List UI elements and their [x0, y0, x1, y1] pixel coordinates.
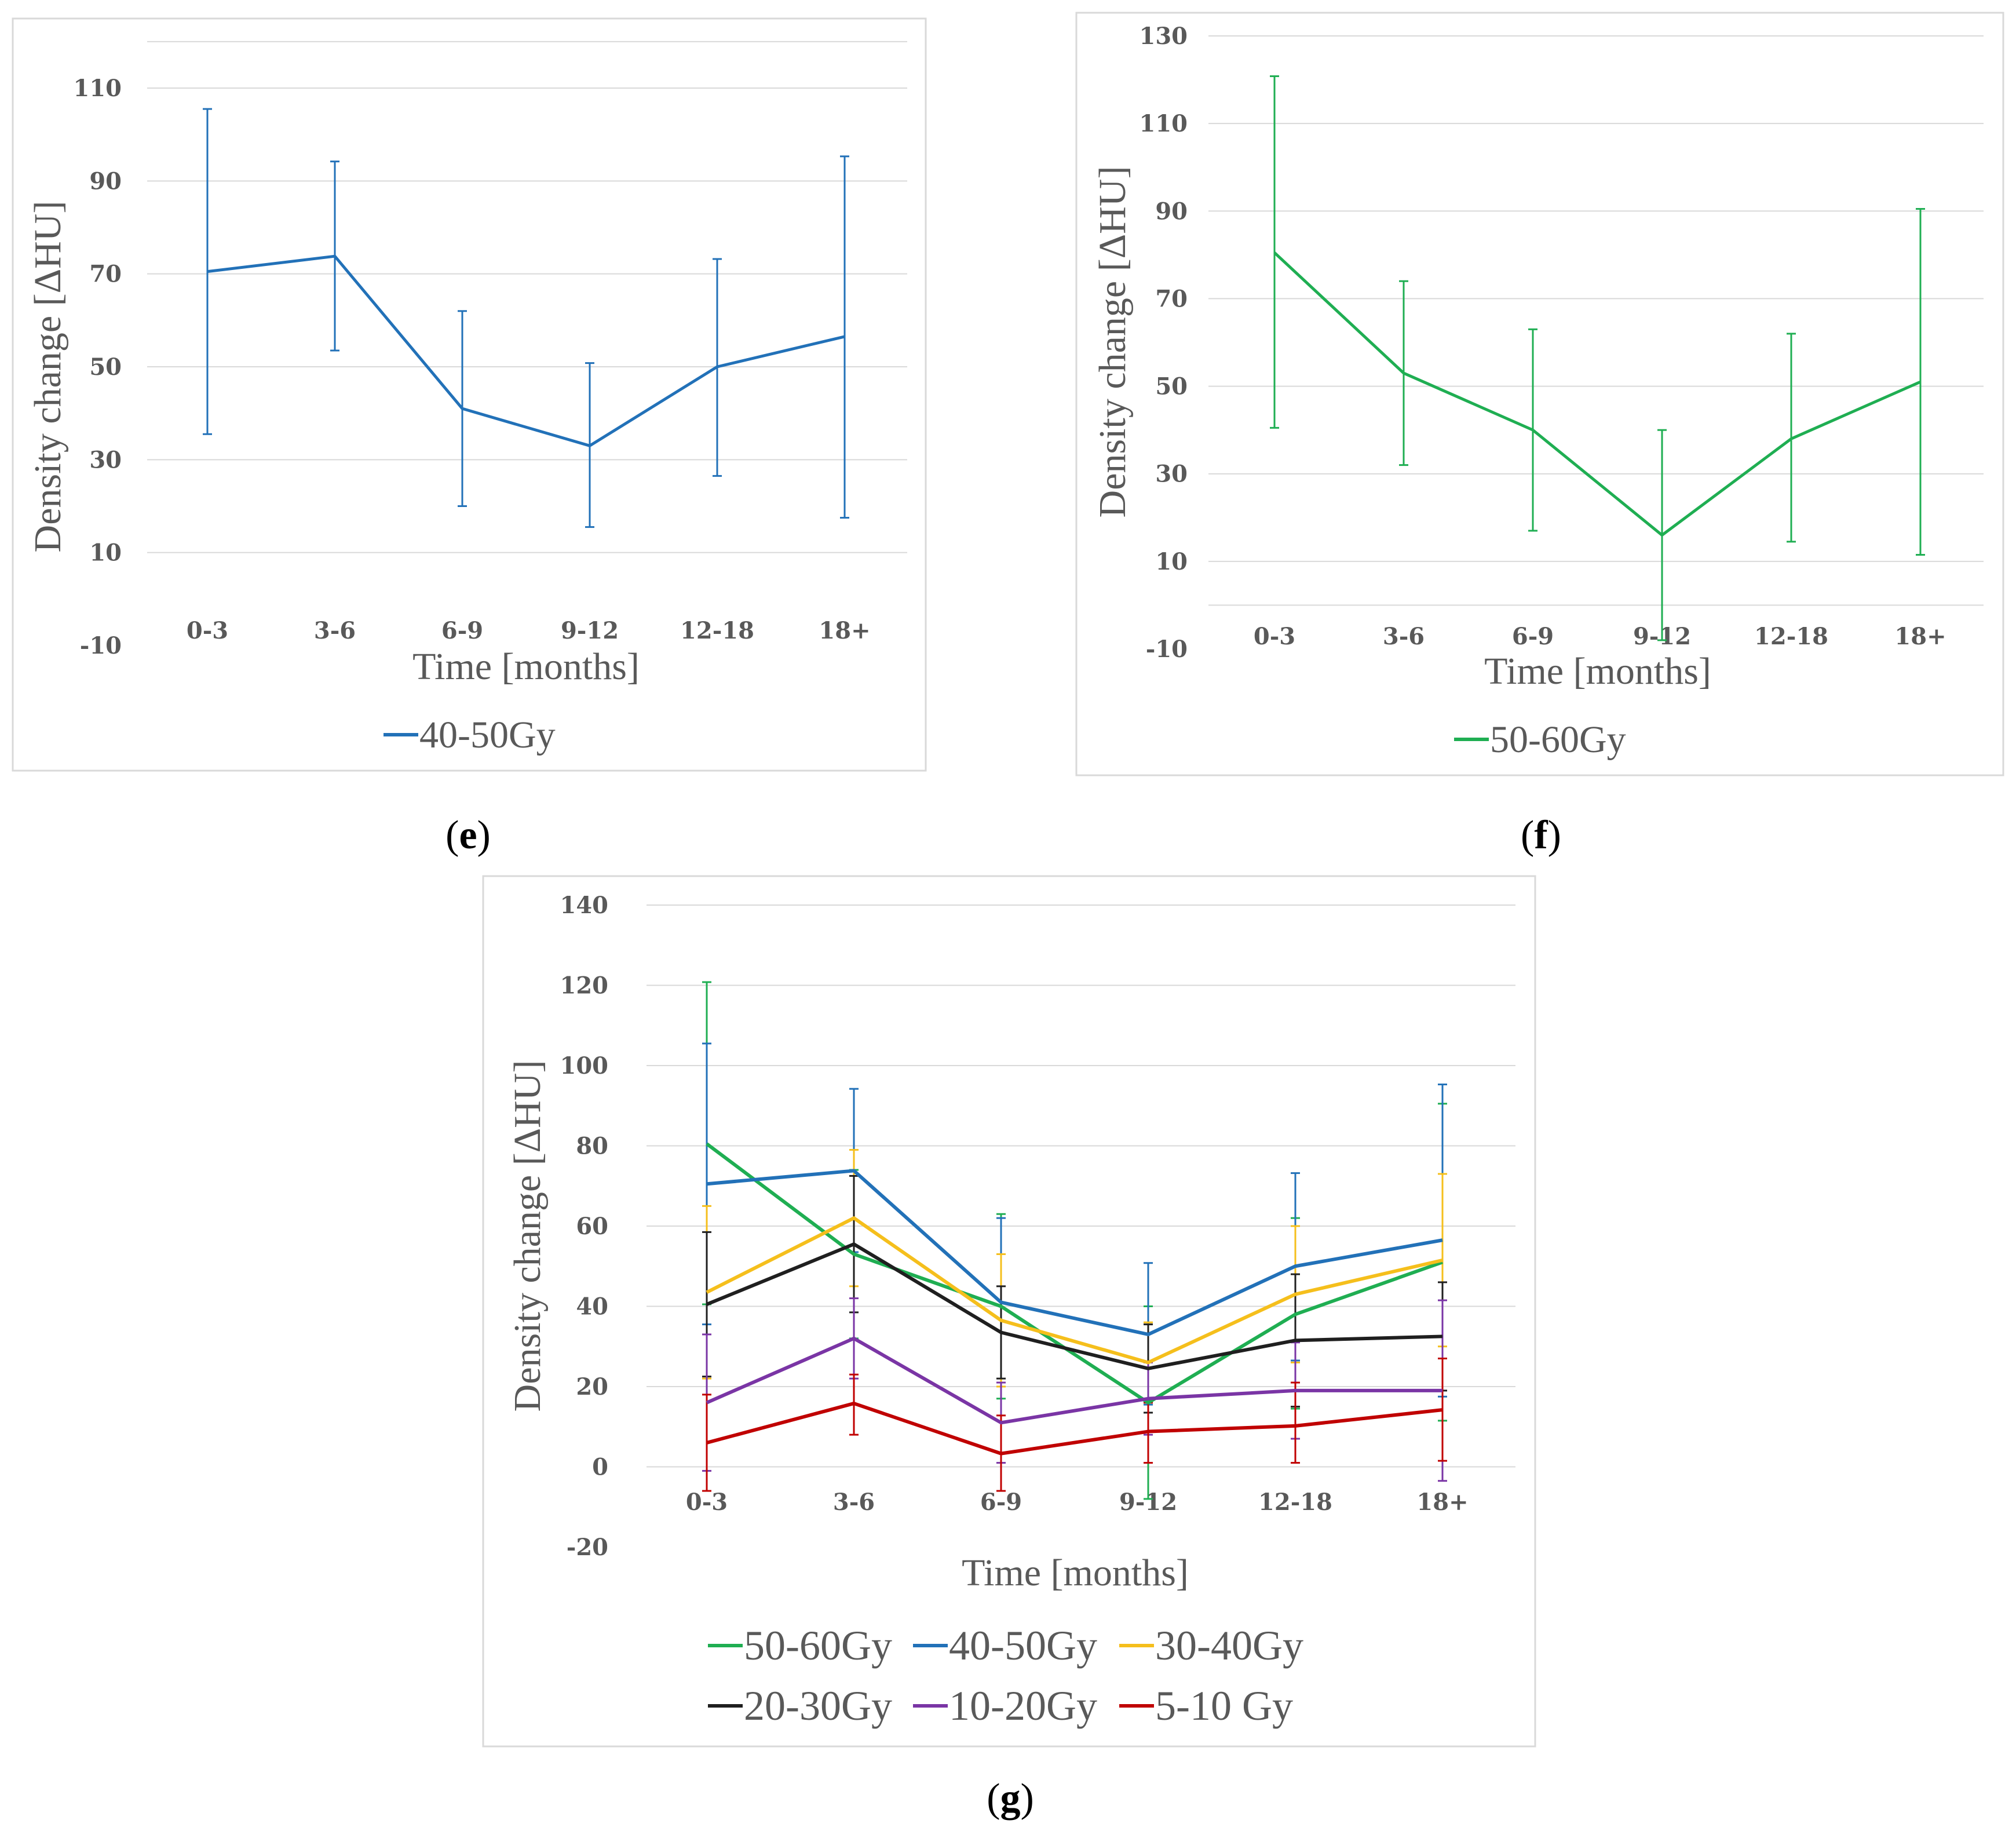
legend-e: 40-50Gy [384, 714, 556, 756]
x-tick-label-e-4: 12-18 [680, 617, 754, 644]
series-line-g-40-50gy [706, 1169, 1443, 1336]
y-tick-label-g-140: 140 [560, 892, 609, 919]
y-tick-label-g-80: 80 [576, 1133, 608, 1160]
x-tick-labels-e: 0-3 3-6 6-9 9-12 12-18 18+ [187, 617, 871, 644]
x-tick-label-f-2: 6-9 [1512, 623, 1554, 650]
legend-label-g-30-40gy: 30-40Gy [1155, 1622, 1303, 1669]
y-tick-label-e-30: 30 [89, 446, 122, 473]
x-tick-labels-f: 0-3 3-6 6-9 9-12 12-18 18+ [1254, 623, 1946, 650]
y-tick-label-f-70: 70 [1155, 285, 1188, 312]
y-axis-title-f: Density change [ΔHU] [1091, 166, 1134, 518]
y-tick-labels-e: 110 90 70 50 30 10 -10 [74, 75, 122, 659]
series-lines-f [1273, 251, 1922, 537]
x-axis-title-e: Time [months] [412, 645, 640, 688]
y-tick-label-f-10: 10 [1155, 548, 1188, 575]
x-tick-label-g-4: 12-18 [1258, 1489, 1332, 1516]
legend-f: 50-60Gy [1454, 718, 1626, 761]
y-tick-label-f-50: 50 [1155, 373, 1188, 400]
y-tick-labels-g: 140 120 100 80 60 40 20 0 -20 [560, 892, 609, 1561]
series-lines-e [207, 254, 845, 447]
x-tick-label-e-3: 9-12 [561, 617, 619, 644]
legend-label-g-10-20gy: 10-20Gy [949, 1683, 1097, 1729]
legend-label-g-5-10gy: 5-10 Gy [1155, 1683, 1293, 1729]
y-tick-label-f-30: 30 [1155, 461, 1188, 488]
x-tick-label-f-1: 3-6 [1383, 623, 1425, 650]
series-line-g-10-20gy [706, 1336, 1442, 1425]
chart-frame-e [12, 17, 927, 772]
y-tick-label-e-70: 70 [89, 261, 122, 288]
legend-label-f-50-60gy: 50-60Gy [1490, 718, 1626, 761]
legend-label-g-40-50gy: 40-50Gy [949, 1622, 1097, 1669]
x-axis-title-g: Time [months] [962, 1552, 1189, 1594]
series-line-g-20-30gy [706, 1242, 1443, 1370]
x-tick-label-g-2: 6-9 [980, 1489, 1022, 1516]
legend-label-e-40-50gy: 40-50Gy [419, 714, 556, 756]
gridlines-g [647, 904, 1515, 1468]
y-tick-label-f-110: 110 [1140, 110, 1188, 137]
x-tick-label-f-4: 12-18 [1754, 623, 1828, 650]
x-tick-label-f-0: 0-3 [1254, 623, 1295, 650]
y-tick-label-g-40: 40 [576, 1293, 608, 1321]
x-tick-labels-g: 0-3 3-6 6-9 9-12 12-18 18+ [686, 1489, 1469, 1516]
y-tick-label-e-90: 90 [89, 167, 122, 195]
y-tick-label-f-130: 130 [1140, 23, 1188, 50]
x-tick-label-e-1: 3-6 [314, 617, 356, 644]
y-tick-label-e-110: 110 [74, 75, 122, 102]
y-tick-label-g-0: 0 [592, 1454, 608, 1481]
series-line-g-5-10gy [706, 1402, 1443, 1456]
x-tick-label-g-0: 0-3 [686, 1489, 728, 1516]
series-line-g-30-40gy [706, 1216, 1443, 1365]
y-tick-label-g-60: 60 [576, 1213, 608, 1240]
x-tick-label-g-5: 18+ [1416, 1489, 1468, 1516]
gridlines-f [1208, 35, 1984, 606]
legend-label-g-50-60gy: 50-60Gy [744, 1622, 892, 1669]
error-bar-g-s5-p4 [1291, 1381, 1300, 1464]
y-tick-labels-f: 130 110 90 70 50 30 10 -10 [1140, 23, 1188, 663]
y-tick-label-e-50: 50 [89, 353, 122, 381]
y-tick-label-g-120: 120 [560, 972, 609, 1000]
x-tick-label-e-0: 0-3 [187, 617, 228, 644]
panel-label-f: (f) [1521, 813, 1561, 858]
y-tick-label-g-20: 20 [576, 1373, 608, 1400]
series-line-g-50-60gy [706, 1142, 1444, 1405]
legend-g: 50-60Gy 40-50Gy 30-40Gy 20-30Gy 10-20Gy … [708, 1622, 1303, 1729]
legend-label-g-20-30gy: 20-30Gy [744, 1683, 892, 1729]
chart-frame-f [1075, 12, 2004, 776]
y-tick-label-e-10: 10 [89, 539, 122, 567]
x-tick-label-e-5: 18+ [819, 617, 870, 644]
panel-label-g: (g) [987, 1776, 1034, 1821]
series-line-f-50-60gy [1273, 251, 1922, 537]
y-tick-label-g-100: 100 [560, 1052, 609, 1079]
x-tick-label-e-2: 6-9 [441, 617, 483, 644]
y-axis-title-e: Density change [ΔHU] [27, 201, 69, 553]
y-tick-label-e--10: -10 [80, 632, 122, 659]
series-line-e-40-50gy [207, 254, 845, 447]
y-tick-label-f-90: 90 [1155, 198, 1188, 225]
gridlines-e [147, 41, 907, 553]
series-lines-g [706, 1142, 1444, 1456]
error-bar-g-s5-p5 [1438, 1358, 1447, 1462]
x-tick-label-f-5: 18+ [1894, 623, 1946, 650]
panel-label-e: (e) [445, 813, 491, 858]
y-axis-title-g: Density change [ΔHU] [506, 1060, 549, 1412]
y-tick-label-g--20: -20 [567, 1534, 608, 1561]
error-bar-g-s5-p0 [702, 1394, 711, 1492]
y-tick-label-f--10: -10 [1146, 636, 1188, 663]
chart-panel-e: 110 90 70 50 30 10 -10 0-3 3-6 6-9 9-12 12-18 18+ D… [12, 17, 927, 772]
x-tick-label-g-1: 3-6 [833, 1489, 875, 1516]
x-axis-title-f: Time [months] [1484, 650, 1711, 692]
error-bar-f-s0-p0 [1270, 75, 1279, 429]
